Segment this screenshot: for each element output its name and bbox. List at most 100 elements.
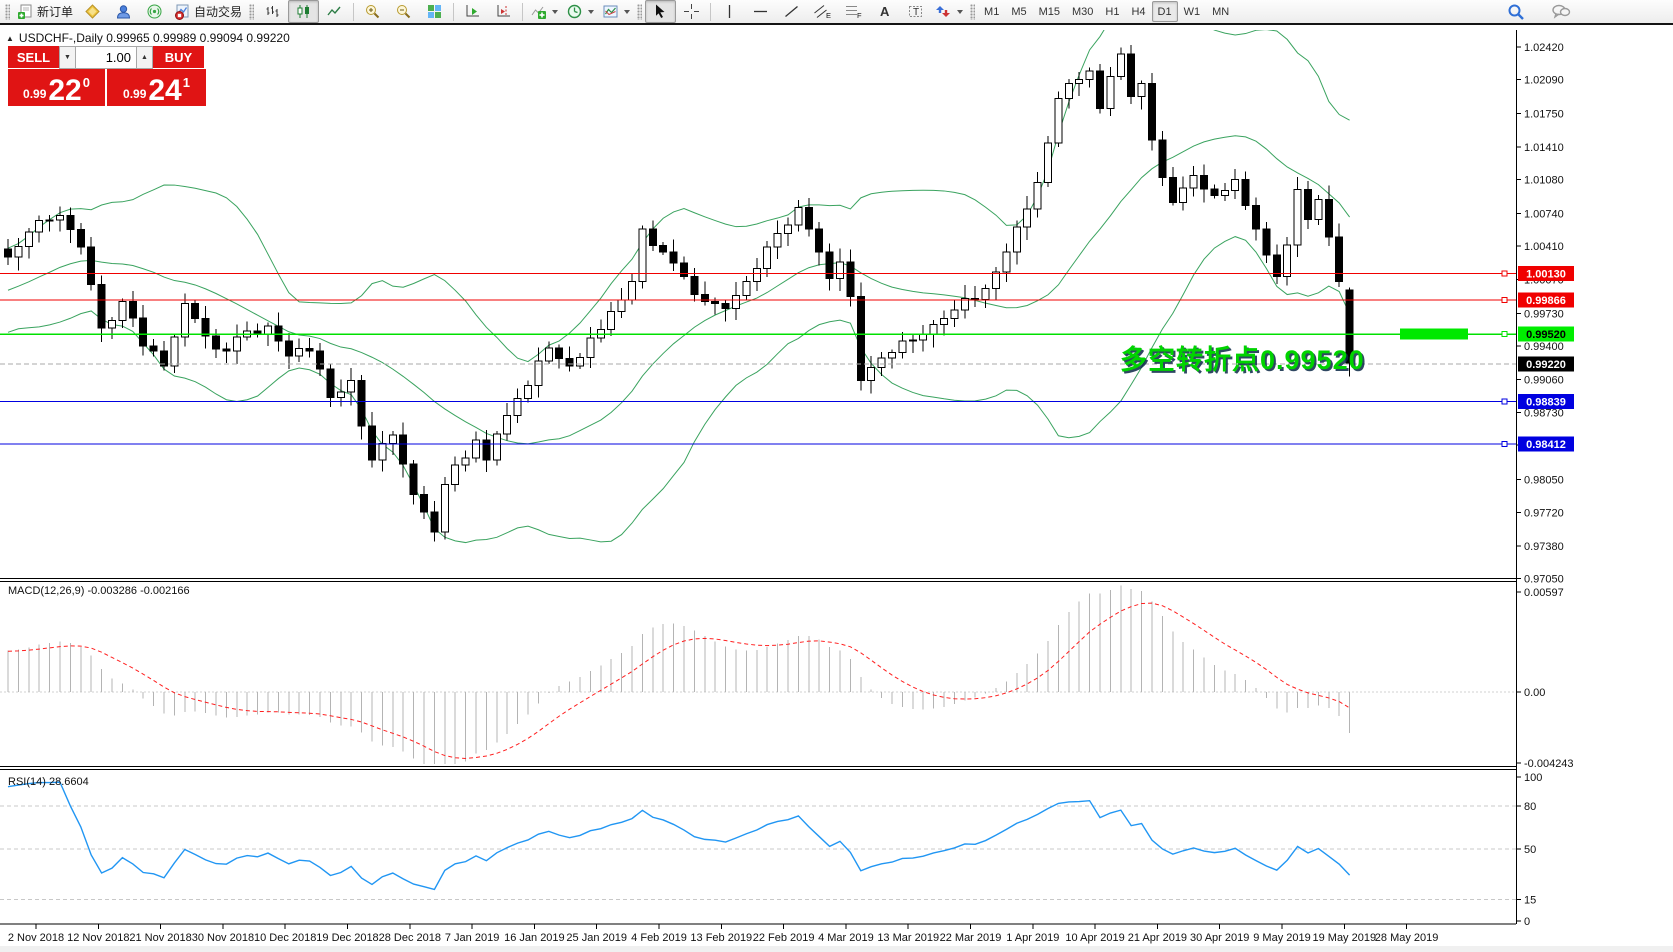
price-tag <box>1518 436 1574 452</box>
sell-button[interactable]: SELL <box>8 46 59 69</box>
bar-chart-button[interactable] <box>257 0 288 23</box>
zoom-in-icon <box>366 5 380 19</box>
new-order-button[interactable]: 新订单 <box>13 0 77 23</box>
toolbar-grip[interactable] <box>637 3 643 20</box>
tf-m1[interactable]: M1 <box>984 5 1000 18</box>
sell-price[interactable]: 0.99 22 0 <box>8 69 105 106</box>
svg-text:T: T <box>913 7 919 18</box>
cursor-icon <box>656 4 665 18</box>
highlight-bar[interactable] <box>1400 328 1468 340</box>
buy-price[interactable]: 0.99 24 1 <box>107 69 206 106</box>
tf-h4[interactable]: H4 <box>1131 5 1146 18</box>
price-tag-label: 0.98839 <box>1526 397 1566 409</box>
rsi-axis-label: 80 <box>1524 801 1536 813</box>
search-icon <box>1508 4 1524 20</box>
candlestick-chart-button[interactable] <box>288 0 320 23</box>
date-label: 9 May 2019 <box>1253 932 1310 944</box>
price-tag <box>1518 356 1574 372</box>
annotation-text: 多空转折点0.99520 <box>1120 345 1365 375</box>
date-axis: 2 Nov 2018 12 Nov 2018 21 Nov 2018 30 Nov 2… <box>8 924 1438 944</box>
tf-m30[interactable]: M30 <box>1072 5 1094 18</box>
toolbar-separator <box>522 2 524 21</box>
cursor-button[interactable] <box>645 0 677 23</box>
date-label: 7 Jan 2019 <box>445 932 499 944</box>
buy-price-pip: 1 <box>182 75 190 90</box>
line-chart-button[interactable] <box>319 0 350 23</box>
chart-area[interactable]: 1.02420 1.02090 1.01750 1.01410 1.01080 1.007… <box>0 27 1673 952</box>
sell-price-pip: 0 <box>82 75 90 90</box>
vertical-line-tool[interactable] <box>714 0 745 23</box>
line-chart-icon <box>327 6 341 16</box>
indicators-button[interactable] <box>526 0 562 23</box>
toolbar-grip[interactable] <box>970 3 976 20</box>
tf-h1[interactable]: H1 <box>1105 5 1120 18</box>
price-tag <box>1518 292 1574 308</box>
horizontal-lines[interactable] <box>0 273 1516 445</box>
zoom-out-button[interactable] <box>388 0 419 23</box>
date-label: 4 Mar 2019 <box>818 932 874 944</box>
bollinger-lower <box>7 236 1351 544</box>
line-handle <box>1501 440 1508 447</box>
candlestick-chart-icon <box>297 5 310 18</box>
search-button[interactable] <box>1500 0 1531 23</box>
y-axis-label: 0.98730 <box>1524 407 1564 419</box>
horizontal-line-tool[interactable] <box>745 0 776 23</box>
tile-windows-button[interactable] <box>419 0 450 23</box>
text-label-tool[interactable]: T <box>900 0 931 23</box>
equidistant-channel-tool[interactable]: E <box>807 0 838 23</box>
chart-shift-button[interactable] <box>488 0 519 23</box>
sell-price-prefix: 0.99 <box>23 87 47 101</box>
y-axis-label: 1.01080 <box>1524 175 1564 187</box>
templates-button[interactable] <box>598 0 634 23</box>
volume-input[interactable] <box>76 46 136 69</box>
toolbar-grip[interactable] <box>5 3 10 20</box>
history-button[interactable] <box>77 0 108 23</box>
bollinger-middle <box>7 135 1351 445</box>
macd-indicator-label: MACD(12,26,9) -0.003286 -0.002166 <box>8 585 190 597</box>
tf-w1[interactable]: W1 <box>1183 5 1201 18</box>
text-tool[interactable]: A <box>869 0 900 23</box>
main-panel <box>0 30 1516 544</box>
y-axis-label: 0.97050 <box>1524 574 1564 586</box>
toolbar-separator <box>710 2 712 21</box>
chart-canvas[interactable]: 1.02420 1.02090 1.01750 1.01410 1.01080 1.007… <box>0 27 1673 952</box>
date-label: 21 Nov 2018 <box>129 932 191 944</box>
tf-m5[interactable]: M5 <box>1011 5 1027 18</box>
zoom-in-button[interactable] <box>357 0 388 23</box>
y-axis-label: 0.98050 <box>1524 475 1564 487</box>
auto-scroll-button[interactable] <box>457 0 488 23</box>
chart-shift-icon <box>497 5 511 17</box>
vertical-line-icon <box>728 5 731 18</box>
crosshair-button[interactable] <box>676 0 707 23</box>
fibonacci-icon: F <box>846 6 862 20</box>
tf-m15[interactable]: M15 <box>1038 5 1060 18</box>
fibonacci-tool[interactable]: F <box>838 0 869 23</box>
crosshair-icon <box>684 4 700 19</box>
svg-text:F: F <box>857 11 862 20</box>
bollinger-upper <box>7 30 1350 363</box>
tf-d1[interactable]: D1 <box>1151 1 1178 22</box>
price-tag-label: 0.99220 <box>1526 359 1566 371</box>
toolbar-separator <box>453 2 455 21</box>
periods-button[interactable] <box>562 0 598 23</box>
toolbar-grip[interactable] <box>249 3 255 20</box>
signals-button[interactable] <box>139 0 170 23</box>
volume-up-button[interactable]: ▲ <box>136 46 153 69</box>
rsi-axis-label: 50 <box>1524 844 1536 856</box>
chart-title-text: USDCHF-,Daily 0.99965 0.99989 0.99094 0.… <box>18 31 290 45</box>
y-axis-label: 1.00740 <box>1524 208 1564 220</box>
collapse-panel-icon[interactable]: ▲ <box>6 33 14 43</box>
new-order-icon <box>18 4 32 19</box>
chat-button[interactable] <box>1545 0 1576 23</box>
date-label: 16 Jan 2019 <box>504 932 565 944</box>
date-label: 22 Feb 2019 <box>753 932 815 944</box>
volume-down-button[interactable]: ▼ <box>59 46 76 69</box>
autotrade-button[interactable]: 自动交易 <box>170 0 246 23</box>
tf-mn[interactable]: MN <box>1212 5 1230 18</box>
buy-button[interactable]: BUY <box>153 46 204 69</box>
trendline-tool[interactable] <box>776 0 807 23</box>
clock-icon <box>567 4 582 19</box>
arrows-tool[interactable] <box>931 0 967 23</box>
community-button[interactable] <box>108 0 139 23</box>
main-toolbar: 新订单 <box>0 0 1673 25</box>
